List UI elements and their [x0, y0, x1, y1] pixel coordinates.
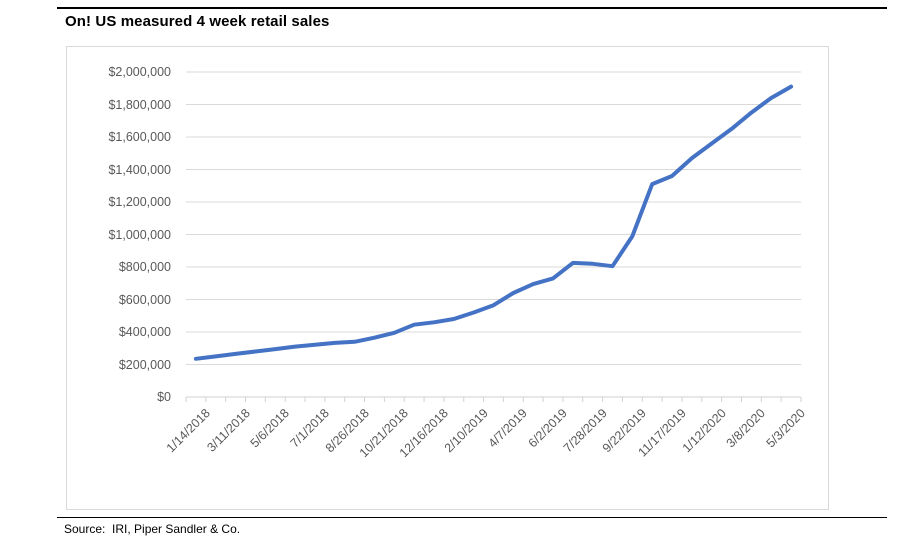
source-text: Source: IRI, Piper Sandler & Co. [64, 522, 241, 536]
chart-area: $0 $200,000 $400,000 $600,000 $800,000 $1,000… [66, 46, 829, 510]
y-tick-label: $600,000 [118, 292, 171, 307]
page-title: On! US measured 4 week retail sales [65, 13, 330, 30]
line-chart-plot [185, 71, 802, 402]
y-tick-label: $1,800,000 [108, 97, 171, 112]
sales-line-series [193, 84, 794, 361]
y-tick-label: $1,000,000 [108, 227, 171, 242]
y-tick-label: $1,400,000 [108, 162, 171, 177]
source-divider-rule [57, 517, 887, 518]
y-tick-label: $400,000 [118, 325, 171, 339]
y-tick-label: $1,200,000 [108, 195, 171, 209]
y-tick-label: $200,000 [118, 357, 171, 372]
y-tick-label: $800,000 [118, 260, 171, 274]
y-tick-label: $2,000,000 [108, 65, 171, 79]
top-divider-rule [57, 7, 887, 9]
y-tick-label: $0 [157, 390, 171, 404]
y-tick-label: $1,600,000 [108, 130, 171, 144]
